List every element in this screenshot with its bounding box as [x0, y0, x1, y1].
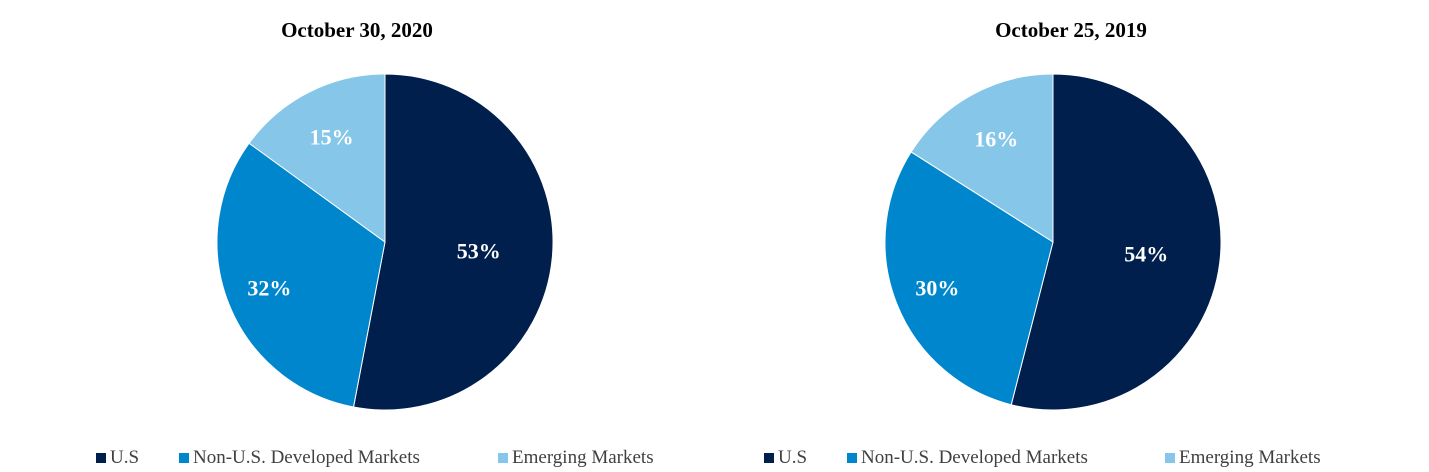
legend-swatch-us — [764, 453, 774, 463]
legend-item-emerging: Emerging Markets — [498, 446, 654, 470]
legend-item-us: U.S — [96, 446, 139, 470]
legend-label: Emerging Markets — [512, 447, 654, 468]
slice-label-non-us-developed: 32% — [247, 275, 291, 300]
legend-label: Non-U.S. Developed Markets — [193, 447, 420, 468]
legend-label: Non-U.S. Developed Markets — [861, 447, 1088, 468]
pie-chart-2020: October 30, 2020 53% 32% 15% U.S Non-U.S. … — [0, 0, 714, 472]
pie-chart-svg: 53% 32% 15% — [216, 73, 554, 411]
legend-item-non-us-developed: Non-U.S. Developed Markets — [847, 446, 1088, 470]
legend-item-non-us-developed: Non-U.S. Developed Markets — [179, 446, 420, 470]
legend-label: Emerging Markets — [1179, 447, 1321, 468]
pie-slice-non-us-developed — [884, 151, 1054, 406]
legend-swatch-non-us-developed — [179, 453, 189, 463]
legend-item-emerging: Emerging Markets — [1165, 446, 1321, 470]
pie-slice-us — [352, 73, 554, 411]
pie-slice-non-us-developed — [216, 142, 386, 408]
pie-slice-emerging — [248, 73, 386, 243]
pie-chart-2019: October 25, 2019 54% 30% 16% U.S Non-U.S. … — [714, 0, 1428, 472]
legend-swatch-emerging — [1165, 453, 1175, 463]
slice-label-emerging: 15% — [310, 125, 354, 150]
chart-legend: U.S Non-U.S. Developed Markets Emerging … — [714, 446, 1428, 470]
legend-swatch-emerging — [498, 453, 508, 463]
pie-slice-emerging — [910, 73, 1054, 243]
legend-label: U.S — [778, 447, 808, 468]
pie-chart-svg: 54% 30% 16% — [884, 73, 1222, 411]
legend-swatch-non-us-developed — [847, 453, 857, 463]
slice-label-us: 54% — [1124, 241, 1168, 266]
pie-slice-us — [1010, 73, 1222, 411]
slice-label-non-us-developed: 30% — [915, 275, 959, 300]
legend-item-us: U.S — [764, 446, 807, 470]
legend-swatch-us — [96, 453, 106, 463]
legend-label: U.S — [110, 447, 140, 468]
chart-legend: U.S Non-U.S. Developed Markets Emerging … — [0, 446, 714, 470]
slice-label-us: 53% — [457, 238, 501, 263]
chart-title: October 30, 2020 — [281, 18, 433, 42]
slice-label-emerging: 16% — [974, 126, 1018, 151]
chart-title: October 25, 2019 — [995, 18, 1147, 42]
